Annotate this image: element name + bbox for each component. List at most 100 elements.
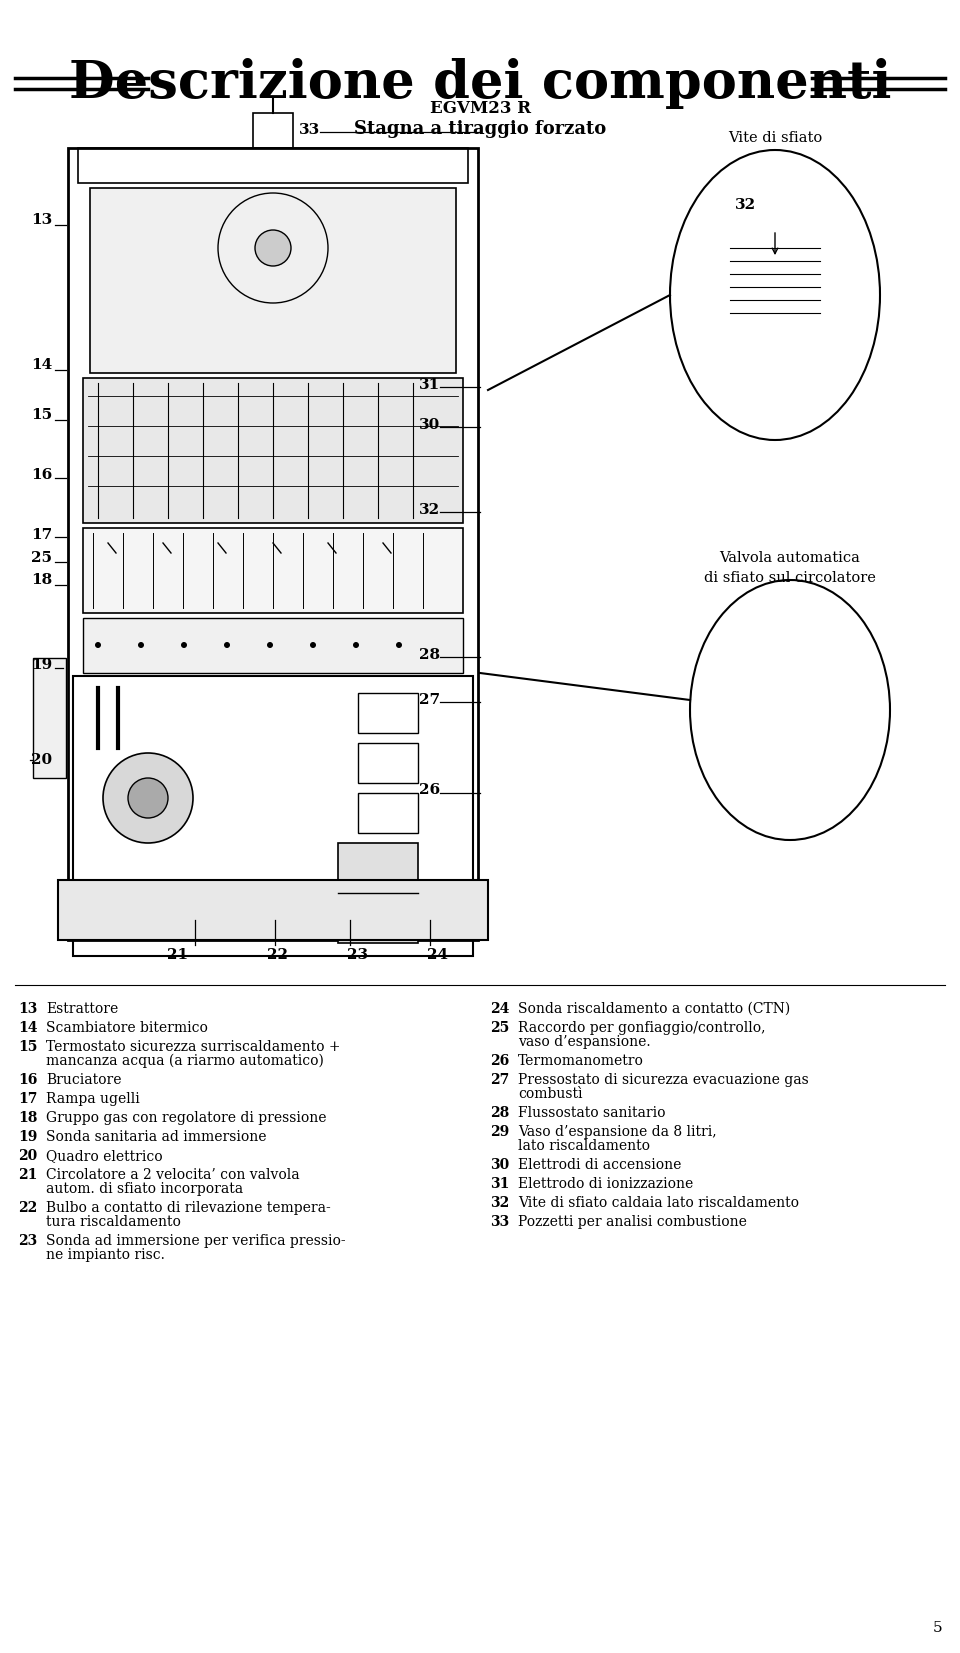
Text: 18: 18 — [18, 1111, 37, 1126]
Text: 21: 21 — [18, 1169, 37, 1182]
Text: 28: 28 — [420, 648, 441, 661]
Text: 21: 21 — [167, 949, 188, 962]
Text: Pressostato di sicurezza evacuazione gas: Pressostato di sicurezza evacuazione gas — [518, 1073, 808, 1088]
Text: EGVM23 R: EGVM23 R — [429, 99, 531, 117]
Bar — [78, 149, 468, 183]
Bar — [83, 618, 463, 673]
Ellipse shape — [690, 580, 890, 840]
Text: 26: 26 — [490, 1055, 509, 1068]
Text: Bruciatore: Bruciatore — [46, 1073, 122, 1088]
Text: tura riscaldamento: tura riscaldamento — [46, 1215, 180, 1228]
Text: 30: 30 — [490, 1159, 509, 1172]
Circle shape — [138, 641, 144, 648]
Text: Gruppo gas con regolatore di pressione: Gruppo gas con regolatore di pressione — [46, 1111, 326, 1126]
Text: Elettrodi di accensione: Elettrodi di accensione — [518, 1159, 682, 1172]
Bar — [83, 379, 463, 522]
Text: 15: 15 — [18, 1040, 37, 1055]
Text: Quadro elettrico: Quadro elettrico — [46, 1149, 162, 1164]
Circle shape — [224, 641, 230, 648]
Text: Estrattore: Estrattore — [46, 1002, 118, 1017]
Text: 20: 20 — [32, 754, 53, 767]
Text: Descrizione dei componenti: Descrizione dei componenti — [69, 58, 891, 109]
Text: 24: 24 — [427, 949, 448, 962]
Circle shape — [310, 641, 316, 648]
Text: Raccordo per gonfiaggio/controllo,: Raccordo per gonfiaggio/controllo, — [518, 1022, 765, 1035]
Text: 16: 16 — [18, 1073, 37, 1088]
Text: di sfiato sul circolatore: di sfiato sul circolatore — [704, 570, 876, 585]
Text: Vaso d’espansione da 8 litri,: Vaso d’espansione da 8 litri, — [518, 1126, 716, 1139]
Circle shape — [353, 641, 359, 648]
Bar — [253, 112, 293, 149]
Circle shape — [103, 754, 193, 843]
Circle shape — [128, 779, 168, 818]
Text: 13: 13 — [32, 213, 53, 226]
Circle shape — [255, 230, 291, 266]
Text: Stagna a tiraggio forzato: Stagna a tiraggio forzato — [354, 121, 606, 137]
Text: 15: 15 — [32, 408, 53, 422]
Bar — [358, 693, 418, 732]
Text: vaso d’espansione.: vaso d’espansione. — [518, 1035, 651, 1050]
Text: 24: 24 — [490, 1002, 510, 1017]
Text: Sonda ad immersione per verifica pressio-: Sonda ad immersione per verifica pressio… — [46, 1235, 346, 1248]
Text: ne impianto risc.: ne impianto risc. — [46, 1248, 165, 1261]
Text: lato riscaldamento: lato riscaldamento — [518, 1139, 650, 1154]
Text: 31: 31 — [490, 1177, 510, 1192]
Bar — [338, 843, 418, 942]
Text: 30: 30 — [420, 418, 441, 431]
Text: Sonda riscaldamento a contatto (CTN): Sonda riscaldamento a contatto (CTN) — [518, 1002, 790, 1017]
Text: 32: 32 — [734, 198, 756, 212]
Circle shape — [181, 641, 187, 648]
Text: 14: 14 — [18, 1022, 37, 1035]
Bar — [58, 879, 488, 941]
Text: Elettrodo di ionizzazione: Elettrodo di ionizzazione — [518, 1177, 693, 1192]
Bar — [755, 668, 825, 703]
Text: 33: 33 — [300, 122, 321, 137]
Text: 31: 31 — [420, 379, 441, 392]
Bar — [358, 742, 418, 784]
Bar — [68, 149, 478, 941]
Text: 19: 19 — [18, 1131, 37, 1144]
Text: 25: 25 — [490, 1022, 509, 1035]
Text: 14: 14 — [32, 359, 53, 372]
Text: 18: 18 — [32, 574, 53, 587]
Text: Vite di sfiato: Vite di sfiato — [728, 131, 822, 145]
Text: Flussostato sanitario: Flussostato sanitario — [518, 1106, 665, 1121]
Text: 33: 33 — [490, 1215, 509, 1228]
Text: 27: 27 — [490, 1073, 509, 1088]
Text: 32: 32 — [490, 1197, 509, 1210]
Text: 23: 23 — [348, 949, 369, 962]
Text: 28: 28 — [490, 1106, 509, 1121]
Bar — [770, 610, 810, 665]
Text: Scambiatore bitermico: Scambiatore bitermico — [46, 1022, 208, 1035]
Bar — [725, 235, 825, 345]
Circle shape — [267, 641, 273, 648]
Ellipse shape — [670, 150, 880, 440]
Text: 17: 17 — [18, 1093, 37, 1106]
Text: 27: 27 — [420, 693, 441, 707]
Text: 25: 25 — [32, 550, 53, 565]
Bar — [755, 706, 825, 741]
Bar — [33, 658, 66, 779]
Text: 22: 22 — [268, 949, 289, 962]
Text: Termostato sicurezza surriscaldamento +: Termostato sicurezza surriscaldamento + — [46, 1040, 341, 1055]
Text: Sonda sanitaria ad immersione: Sonda sanitaria ad immersione — [46, 1131, 267, 1144]
Bar — [83, 527, 463, 613]
Text: Valvola automatica: Valvola automatica — [720, 550, 860, 565]
Bar — [90, 188, 456, 374]
Text: Vite di sfiato caldaia lato riscaldamento: Vite di sfiato caldaia lato riscaldament… — [518, 1197, 799, 1210]
Text: 20: 20 — [18, 1149, 37, 1164]
Circle shape — [396, 641, 402, 648]
Text: 17: 17 — [32, 527, 53, 542]
Bar — [73, 676, 473, 955]
Text: Rampa ugelli: Rampa ugelli — [46, 1093, 140, 1106]
Circle shape — [95, 641, 101, 648]
Text: autom. di sfiato incorporata: autom. di sfiato incorporata — [46, 1182, 243, 1197]
Text: mancanza acqua (a riarmo automatico): mancanza acqua (a riarmo automatico) — [46, 1055, 324, 1068]
Bar — [767, 248, 783, 337]
Text: 16: 16 — [32, 468, 53, 483]
Text: Bulbo a contatto di rilevazione tempera-: Bulbo a contatto di rilevazione tempera- — [46, 1202, 331, 1215]
Text: 23: 23 — [18, 1235, 37, 1248]
Text: combustì: combustì — [518, 1088, 583, 1101]
Text: 26: 26 — [420, 784, 441, 797]
Text: 13: 13 — [18, 1002, 37, 1017]
